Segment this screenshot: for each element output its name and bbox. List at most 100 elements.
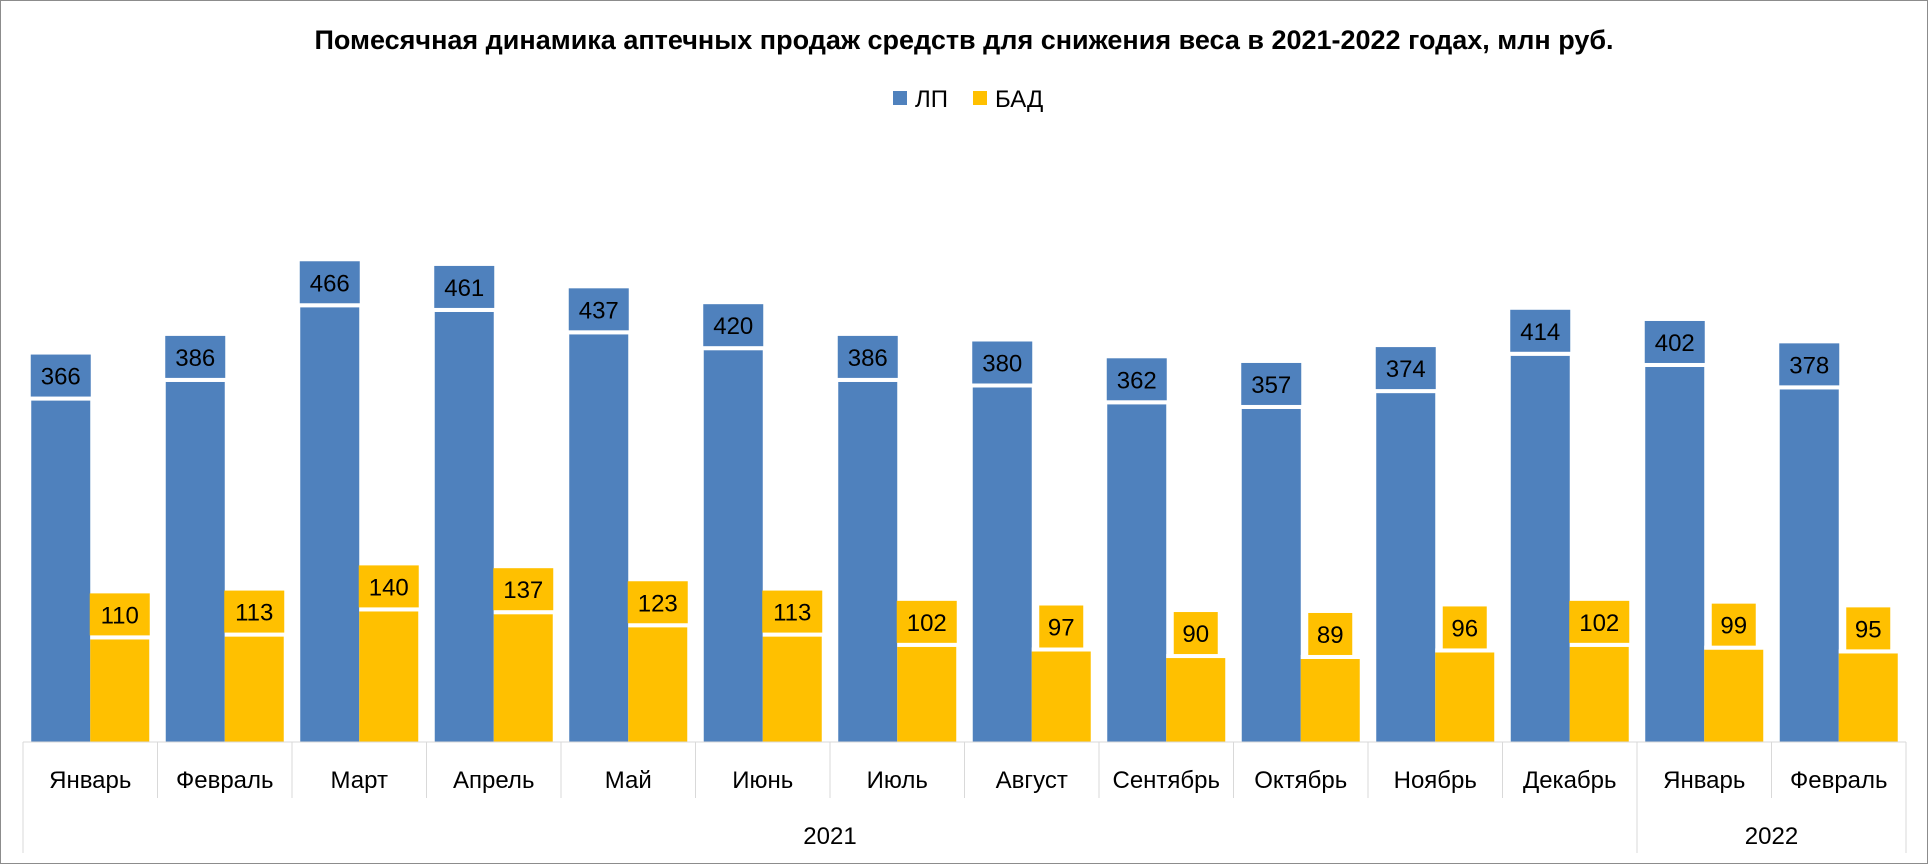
- bar-lp-9: [1241, 408, 1301, 742]
- bar-gap-0-3: [434, 307, 494, 312]
- bar-gap-1-9: [1300, 654, 1360, 659]
- bar-gap-0-6: [838, 377, 898, 382]
- data-label-box-0-7: [972, 341, 1033, 384]
- bar-gap-0-11: [1510, 351, 1570, 356]
- category-label-9: Октябрь: [1254, 767, 1347, 794]
- data-label-box-0-0: [30, 354, 91, 397]
- data-label-1-2: 140: [369, 574, 409, 601]
- data-label-box-0-4: [568, 288, 629, 331]
- data-label-box-0-10: [1375, 347, 1436, 390]
- bar-gap-1-8: [1166, 654, 1226, 659]
- data-label-0-9: 357: [1251, 372, 1291, 399]
- chart-title: Помесячная динамика аптечных продаж сред…: [314, 25, 1613, 55]
- category-label-3: Апрель: [453, 767, 534, 794]
- data-label-0-1: 386: [175, 345, 215, 372]
- bar-lp-1: [165, 381, 225, 742]
- data-label-0-8: 362: [1117, 367, 1157, 394]
- category-label-4: Май: [605, 767, 652, 794]
- bar-bad-1: [224, 636, 284, 742]
- bar-bad-2: [359, 611, 419, 742]
- bar-gap-1-7: [1031, 647, 1091, 652]
- data-label-box-1-0: [89, 593, 150, 636]
- group-label-1: 2022: [1745, 823, 1798, 850]
- category-label-0: Январь: [49, 767, 131, 794]
- data-label-1-6: 102: [907, 610, 947, 637]
- data-label-box-1-1: [224, 590, 285, 633]
- bar-gap-1-6: [897, 642, 957, 647]
- bar-lp-11: [1510, 355, 1570, 742]
- data-label-0-5: 420: [713, 313, 753, 340]
- bar-lp-8: [1107, 404, 1167, 742]
- data-label-1-11: 102: [1579, 610, 1619, 637]
- data-label-1-7: 97: [1048, 615, 1075, 642]
- bar-gap-1-12: [1704, 645, 1764, 650]
- bar-lp-4: [569, 334, 629, 742]
- data-label-1-9: 89: [1317, 622, 1344, 649]
- data-label-box-0-5: [703, 304, 764, 347]
- bar-gap-0-5: [703, 346, 763, 351]
- data-label-box-1-4: [627, 581, 688, 624]
- group-label-0: 2021: [803, 823, 856, 850]
- data-label-1-5: 113: [773, 600, 811, 627]
- bar-gap-1-13: [1838, 649, 1898, 654]
- bar-bad-6: [897, 646, 957, 742]
- data-label-box-1-9: [1308, 612, 1353, 655]
- bar-gap-1-5: [762, 632, 822, 637]
- data-label-box-1-6: [896, 600, 957, 643]
- bar-bad-13: [1838, 653, 1898, 742]
- data-label-0-4: 437: [579, 297, 619, 324]
- bar-gap-0-9: [1241, 404, 1301, 409]
- data-label-box-1-5: [762, 590, 823, 633]
- category-label-8: Сентябрь: [1112, 767, 1220, 794]
- data-label-0-12: 402: [1655, 330, 1695, 357]
- bar-lp-0: [31, 400, 91, 742]
- data-label-box-0-13: [1779, 343, 1840, 386]
- data-label-box-1-13: [1846, 607, 1891, 650]
- bar-bad-8: [1166, 658, 1226, 742]
- data-label-box-1-8: [1173, 612, 1218, 655]
- bar-bad-5: [762, 636, 822, 742]
- data-label-box-1-12: [1711, 603, 1756, 646]
- bar-bad-4: [628, 627, 688, 742]
- bar-gap-0-13: [1779, 385, 1839, 390]
- bars-layer: 366 110 386 113 466 140 461 137 437 123 420 113 386 1…: [30, 261, 1898, 742]
- bar-gap-1-1: [224, 632, 284, 637]
- bar-lp-7: [972, 387, 1032, 742]
- bar-bad-11: [1569, 646, 1629, 742]
- data-label-box-0-3: [434, 265, 495, 308]
- data-label-1-4: 123: [638, 590, 678, 617]
- bar-gap-1-2: [359, 607, 419, 612]
- legend-swatch-0: [893, 91, 907, 105]
- bar-lp-10: [1376, 393, 1436, 742]
- bar-gap-1-10: [1435, 648, 1495, 653]
- category-label-2: Март: [331, 767, 388, 794]
- bar-gap-0-12: [1645, 362, 1705, 367]
- data-label-box-1-11: [1569, 600, 1630, 643]
- data-label-0-10: 374: [1386, 356, 1426, 383]
- bar-gap-0-10: [1376, 389, 1436, 394]
- category-label-6: Июль: [867, 767, 928, 794]
- bar-gap-1-0: [90, 635, 150, 640]
- bar-bad-10: [1435, 652, 1495, 742]
- legend-label-0: ЛП: [915, 86, 948, 113]
- data-label-0-2: 466: [310, 270, 350, 297]
- bar-gap-0-8: [1107, 400, 1167, 405]
- bar-gap-0-4: [569, 330, 629, 335]
- bar-gap-1-11: [1569, 642, 1629, 647]
- data-label-0-3: 461: [444, 275, 484, 302]
- bar-gap-1-3: [493, 610, 553, 615]
- data-label-box-0-6: [837, 335, 898, 378]
- legend-swatch-1: [973, 91, 987, 105]
- bar-lp-5: [703, 350, 763, 742]
- data-label-0-13: 378: [1789, 352, 1829, 379]
- data-label-box-0-8: [1106, 358, 1167, 401]
- bar-lp-3: [434, 311, 494, 742]
- legend-label-1: БАД: [995, 86, 1043, 113]
- data-label-1-8: 90: [1182, 621, 1209, 648]
- data-label-box-1-7: [1039, 605, 1084, 648]
- data-label-1-10: 96: [1451, 615, 1478, 642]
- data-label-box-0-2: [299, 261, 360, 304]
- category-label-7: Август: [996, 767, 1068, 794]
- bar-bad-3: [493, 614, 553, 742]
